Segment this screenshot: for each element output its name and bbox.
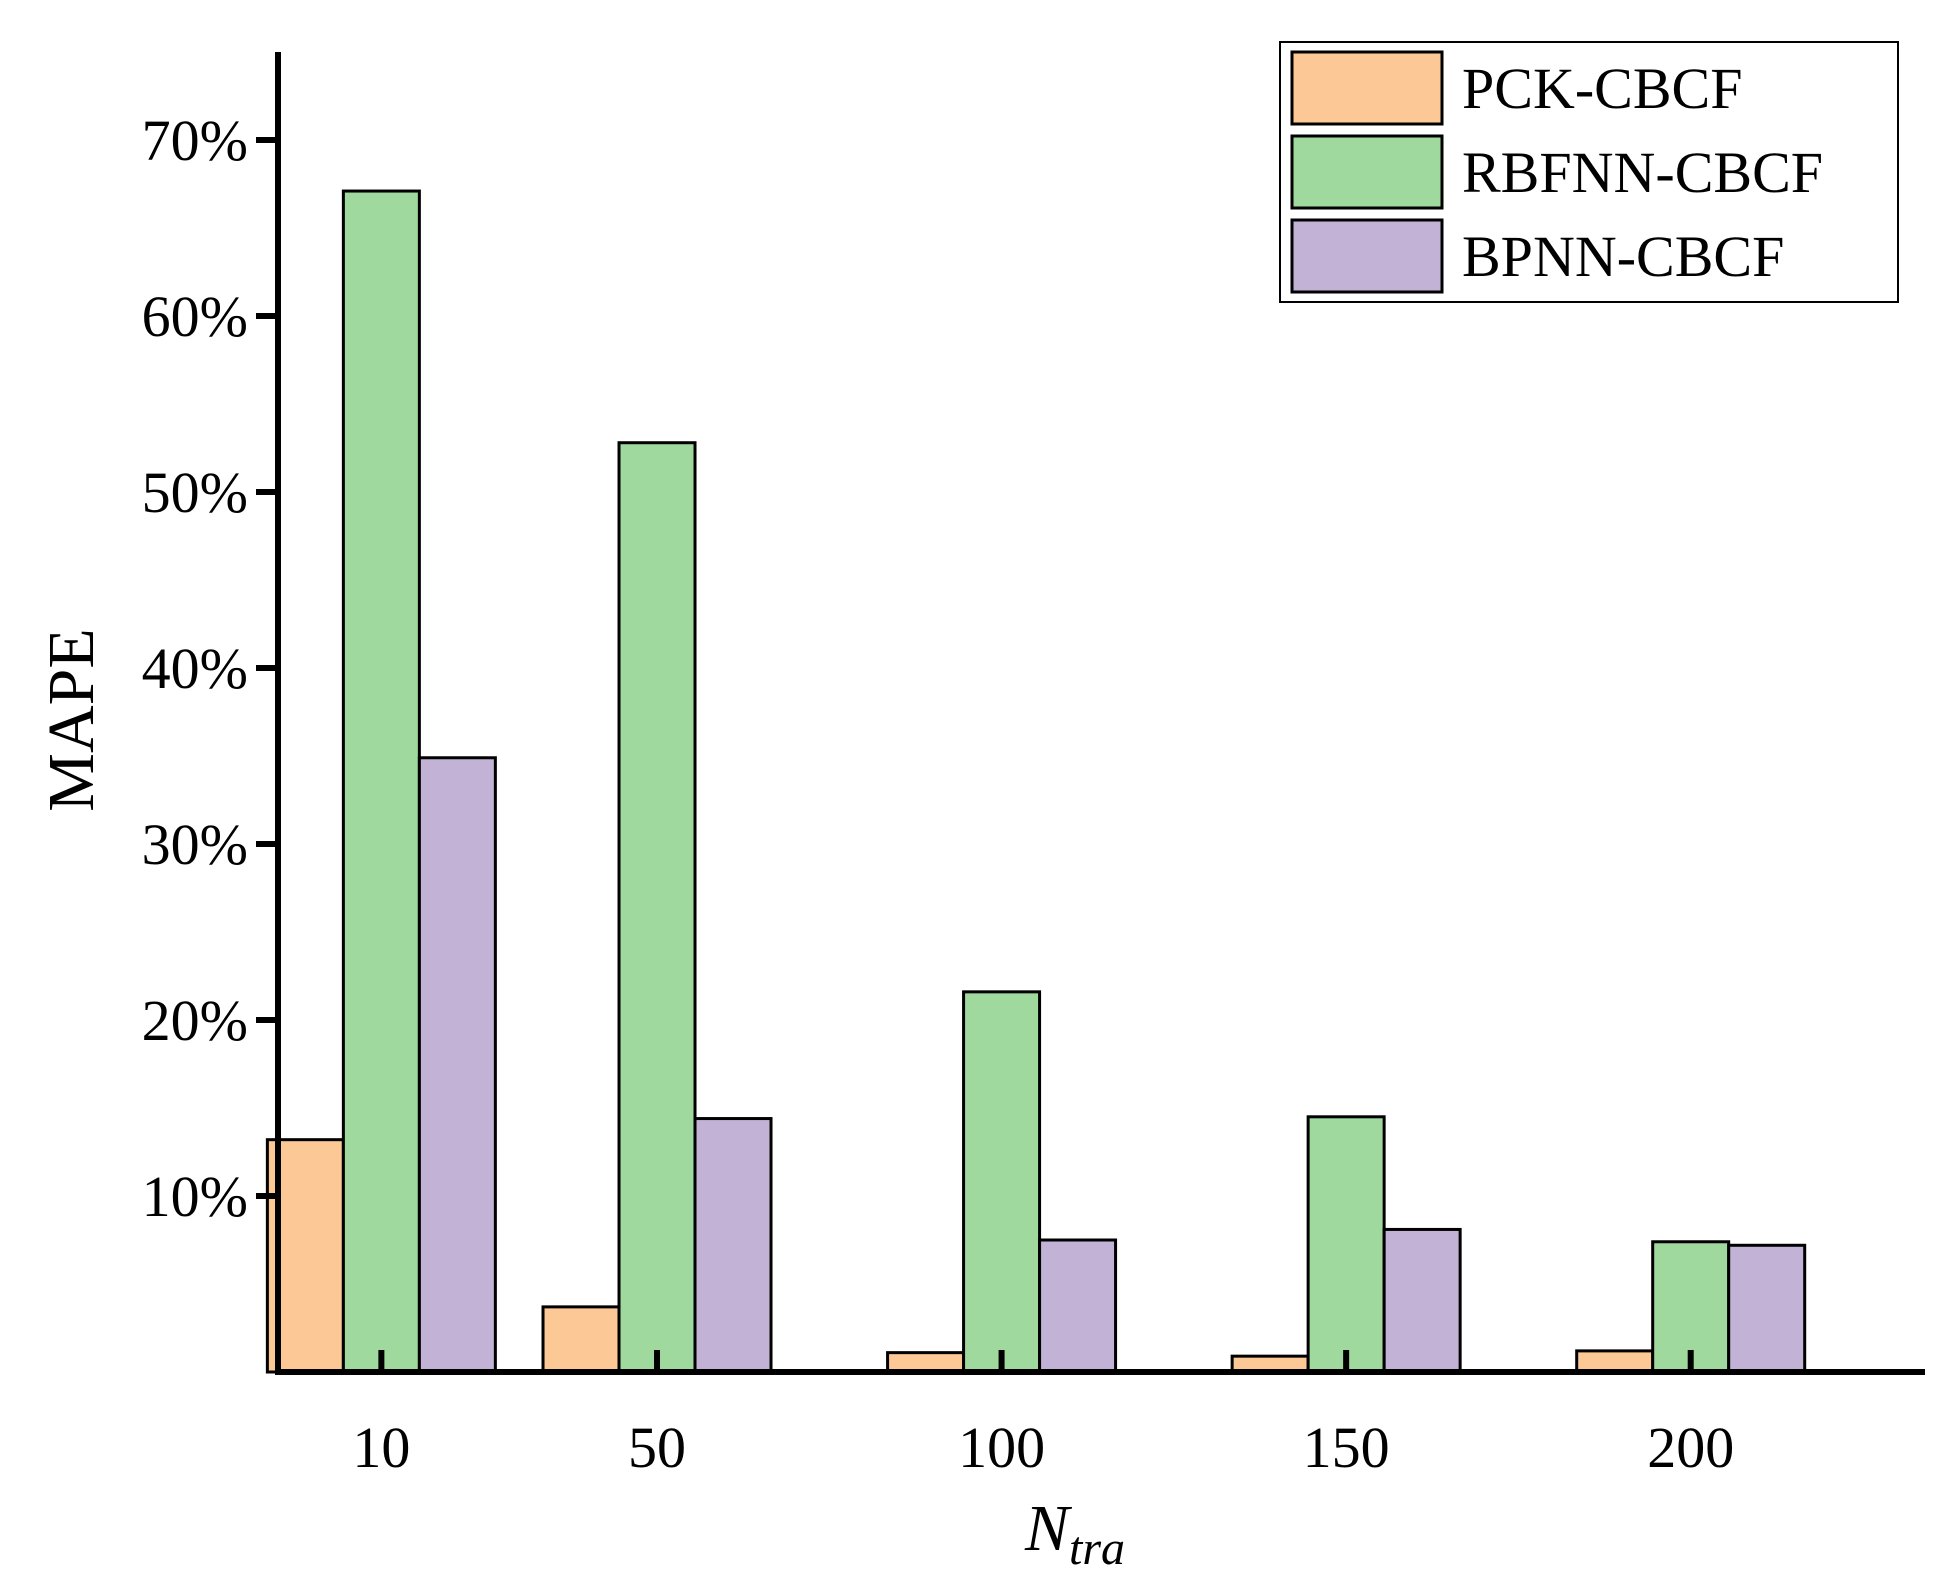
bar-pck-cbcf-50 [541,1305,621,1374]
y-tick-label-10: 10% [142,1164,248,1229]
y-tick-label-20: 20% [142,988,248,1053]
bar-rbfnn-cbcf-150 [1306,1115,1386,1374]
bar-bpnn-cbcf-50 [693,1117,773,1374]
bar-pck-cbcf-200 [1575,1349,1655,1374]
y-tick-label-40: 40% [142,636,248,701]
bar-bpnn-cbcf-150 [1382,1227,1462,1374]
legend-swatch-rbfnn-cbcf [1290,134,1444,210]
legend: PCK-CBCF RBFNN-CBCF BPNN-CBCF [1279,41,1899,303]
legend-label-pck-cbcf: PCK-CBCF [1462,56,1742,121]
x-tick-label-150: 150 [1303,1415,1390,1480]
x-axis-title-sub: tra [1069,1522,1125,1575]
y-tick-label-70: 70% [142,108,248,173]
x-axis-title-main: N [1024,1492,1073,1565]
y-tick-label-50: 50% [142,460,248,525]
y-axis-title: MAPE [35,628,108,811]
bar-rbfnn-cbcf-10 [341,189,421,1374]
x-tick-label-100: 100 [958,1415,1045,1480]
y-tick-label-60: 60% [142,284,248,349]
bar-bpnn-cbcf-10 [417,756,497,1374]
x-tick-label-200: 200 [1647,1415,1734,1480]
legend-label-rbfnn-cbcf: RBFNN-CBCF [1462,140,1823,205]
x-axis-title: Ntra [1024,1492,1125,1575]
legend-label-bpnn-cbcf: BPNN-CBCF [1462,224,1784,289]
legend-swatch-pck-cbcf [1290,50,1444,126]
bar-bpnn-cbcf-100 [1038,1238,1118,1374]
y-tick-label-30: 30% [142,812,248,877]
x-tick-label-50: 50 [628,1415,686,1480]
legend-swatch-bpnn-cbcf [1290,218,1444,294]
bar-rbfnn-cbcf-100 [962,990,1042,1374]
bar-bpnn-cbcf-200 [1727,1243,1807,1374]
bars-layer [265,189,1807,1374]
bar-rbfnn-cbcf-50 [617,441,697,1374]
ticks-layer: 10% 20% 30% 40% 50% 60% 70% 10 50 100 150 200 [142,108,1735,1480]
axes-layer [275,52,1925,1375]
x-tick-label-10: 10 [352,1415,410,1480]
